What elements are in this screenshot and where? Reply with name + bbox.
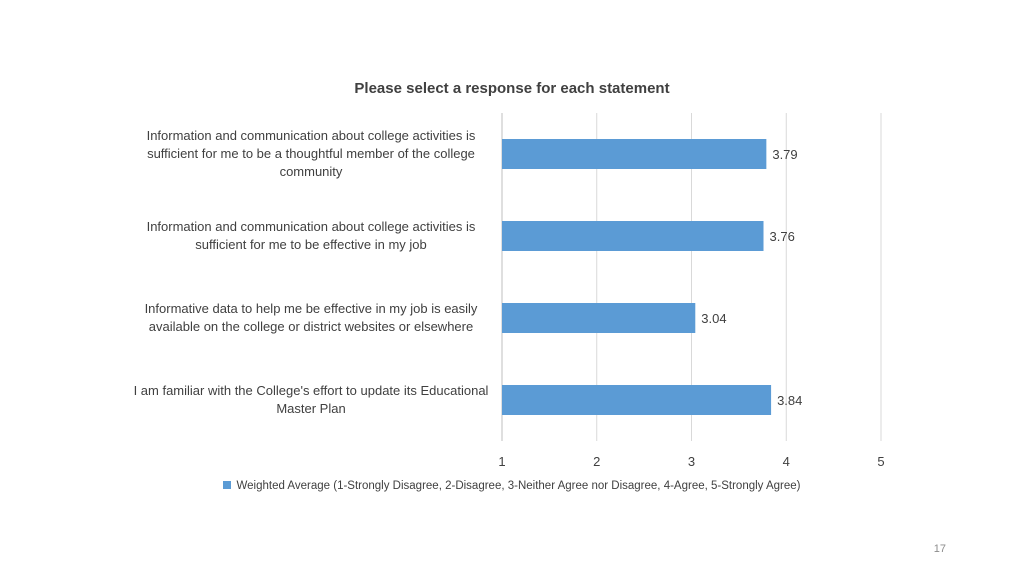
data-label: 3.84 xyxy=(777,393,802,408)
legend-label: Weighted Average (1-Strongly Disagree, 2… xyxy=(236,480,801,492)
x-tick-label: 5 xyxy=(877,454,884,469)
category-label: Information and communication about coll… xyxy=(146,128,476,179)
legend-swatch xyxy=(223,481,232,489)
x-tick-label: 1 xyxy=(498,454,505,469)
category-label: I am familiar with the College's effort … xyxy=(133,383,489,416)
bar xyxy=(502,303,696,333)
chart-title: Please select a response for each statem… xyxy=(354,80,670,97)
data-label: 3.04 xyxy=(701,311,726,326)
x-tick-label: 2 xyxy=(593,454,600,469)
data-label: 3.79 xyxy=(772,147,797,162)
page-number: 17 xyxy=(933,543,946,555)
x-tick-label: 3 xyxy=(688,454,695,469)
data-label: 3.76 xyxy=(770,229,795,244)
bar xyxy=(502,221,764,251)
legend: Weighted Average (1-Strongly Disagree, 2… xyxy=(0,480,1024,492)
bar xyxy=(502,139,767,169)
category-label: Informative data to help me be effective… xyxy=(144,301,478,334)
category-label: Information and communication about coll… xyxy=(146,219,476,252)
x-tick-label: 4 xyxy=(783,454,790,469)
bar xyxy=(502,385,772,415)
